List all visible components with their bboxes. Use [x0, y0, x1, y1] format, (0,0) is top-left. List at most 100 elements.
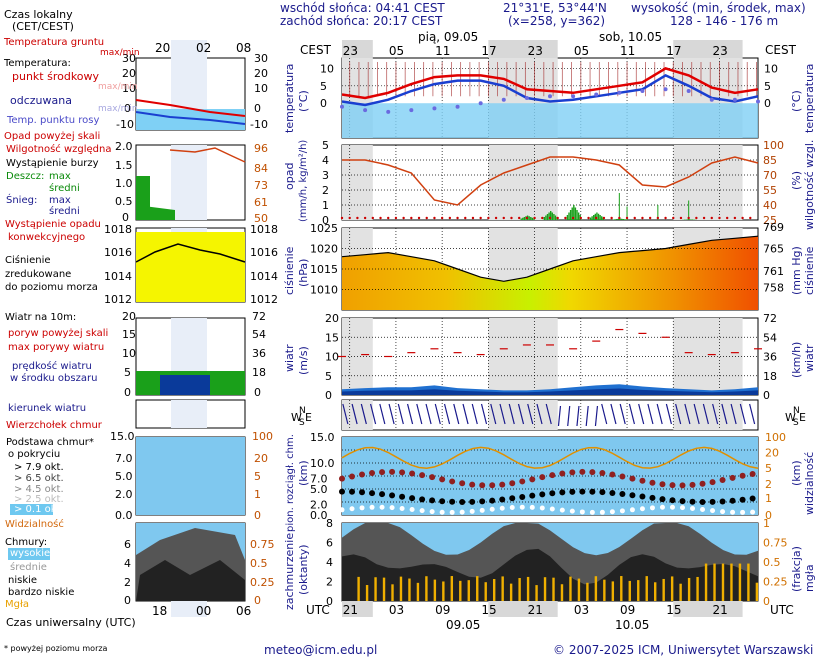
utc-label-right: UTC: [770, 604, 794, 616]
fog-bar: [722, 564, 724, 601]
rain-bar: [547, 214, 548, 220]
legend-axis-label: -10: [250, 118, 268, 131]
wind-kmh-label: 72: [763, 312, 777, 325]
humidity-axis-label: 70: [763, 169, 777, 182]
humidity-axis-title: wilgotność wzgl.: [803, 140, 816, 230]
fog-bar: [756, 583, 758, 601]
dewpoint-point: [479, 101, 483, 105]
legend-convective: Wystąpienie opadu: [5, 220, 101, 230]
cloud-base-low-point: [580, 509, 585, 514]
legend-wind-speed-2: w środku obszaru: [10, 374, 97, 384]
rain-bar: [690, 219, 691, 220]
legend-axis-label-right: 0.5: [250, 557, 268, 570]
night-band: [673, 145, 742, 220]
grid-text: (x=258, y=362): [508, 15, 605, 27]
cloud-top-point: [419, 472, 425, 478]
cloud-base-low-point: [740, 510, 745, 515]
cloud-base-point: [740, 497, 746, 503]
cloud-base-low-point: [630, 507, 635, 512]
convective-dot: [349, 217, 351, 219]
convective-dot: [487, 217, 489, 219]
cloud-base-low-point: [400, 506, 405, 511]
legend-axis-label: 1018: [104, 223, 132, 236]
convective-dot: [387, 217, 389, 219]
pressure-axis-label: 1010: [310, 284, 338, 297]
cloud-top-point: [750, 471, 756, 477]
cloud-top-point: [509, 480, 515, 486]
cloud-base-point: [669, 497, 675, 503]
cloud-base-low-point: [560, 508, 565, 513]
fog-bar: [561, 584, 563, 601]
fog-bar: [493, 579, 495, 601]
convective-dot: [418, 217, 420, 219]
cloud-top-point: [429, 474, 435, 480]
rain-bar: [692, 220, 693, 221]
legend-axis-label: 10: [122, 347, 136, 360]
footer-copyright: © 2007-2025 ICM, Uniwersytet Warszawski: [553, 644, 813, 656]
legend-temp-title: Temperatura:: [4, 59, 71, 69]
pressure-mmhg-label: 758: [763, 281, 784, 294]
temp-axis-label-left: 5: [320, 80, 327, 93]
temp-axis-unit-right: (°C): [790, 90, 803, 112]
fog-bar: [535, 585, 537, 601]
fog-axis-label: 0.5: [763, 556, 781, 569]
cloud-base-low-point: [530, 505, 535, 510]
temp-axis-label-right: 10: [764, 62, 778, 75]
convective-dot: [734, 217, 736, 219]
convective-dot: [564, 217, 566, 219]
convective-dot: [410, 217, 412, 219]
temp-axis-title-right: temperatura: [803, 64, 816, 133]
legend-cloud-low: niskie: [8, 576, 37, 586]
legend-axis-label: 30: [254, 52, 268, 65]
legend-axis-label: 6: [124, 538, 131, 551]
fog-bar: [595, 576, 597, 601]
legend-axis-label: 0: [124, 594, 131, 607]
cloud-base-low-point: [700, 507, 705, 512]
rain-bar: [570, 210, 571, 220]
cloud-axis-label: 7.0: [310, 473, 328, 486]
cloud-base-point: [389, 492, 395, 498]
rain-bar: [624, 219, 625, 220]
cloud-top-point: [489, 482, 495, 488]
convective-dot: [518, 217, 520, 219]
fog-bar: [578, 579, 580, 601]
cloud-base-low-point: [340, 507, 345, 512]
cloud-base-point: [599, 489, 605, 495]
cest-label-left: CEST: [300, 44, 331, 56]
wind-kmh-label: 18: [763, 370, 777, 383]
rain-bar: [576, 210, 577, 220]
convective-dot: [356, 217, 358, 219]
convective-dot: [479, 217, 481, 219]
cloud-axis-unit: (km): [297, 460, 310, 486]
cloud-top-point: [519, 478, 525, 484]
cloud-base-point: [429, 497, 435, 503]
cloud-base-low-point: [450, 510, 455, 515]
legend-axis-label: 10: [254, 82, 268, 95]
legend-snow: Śnieg:: [6, 196, 37, 206]
cloud-top-point: [690, 482, 696, 488]
cloud-base-point: [589, 489, 595, 495]
fog-bar: [637, 580, 639, 601]
fog-axis-label: 0.75: [763, 537, 788, 550]
footer-email[interactable]: meteo@icm.edu.pl: [264, 644, 377, 656]
fog-bar: [476, 576, 478, 601]
precip-axis-label: 2: [322, 184, 329, 197]
dewpoint-point: [733, 98, 737, 102]
top-tick-label: 11: [620, 44, 635, 58]
rain-bar: [623, 219, 624, 220]
cloud-base-point: [549, 490, 555, 496]
night-band: [342, 145, 373, 220]
cloud-base-point: [659, 496, 665, 502]
cloud-base-point: [690, 499, 696, 505]
legend-okt-01: > 0.1 okt.: [14, 505, 64, 515]
legend-clouds: Chmury:: [5, 538, 47, 548]
pressure-axis-title-right: ciśnienie: [803, 246, 816, 295]
legend-pressure-area: [136, 232, 245, 302]
legend-axis-label-right: 61: [254, 196, 268, 209]
visibility-axis-label: 20: [765, 447, 779, 460]
rain-bar: [530, 217, 531, 220]
cloud-base-point: [509, 495, 515, 501]
dewpoint-point: [386, 110, 390, 114]
legend-axis-label-right: 0: [254, 594, 261, 607]
convective-dot: [379, 217, 381, 219]
